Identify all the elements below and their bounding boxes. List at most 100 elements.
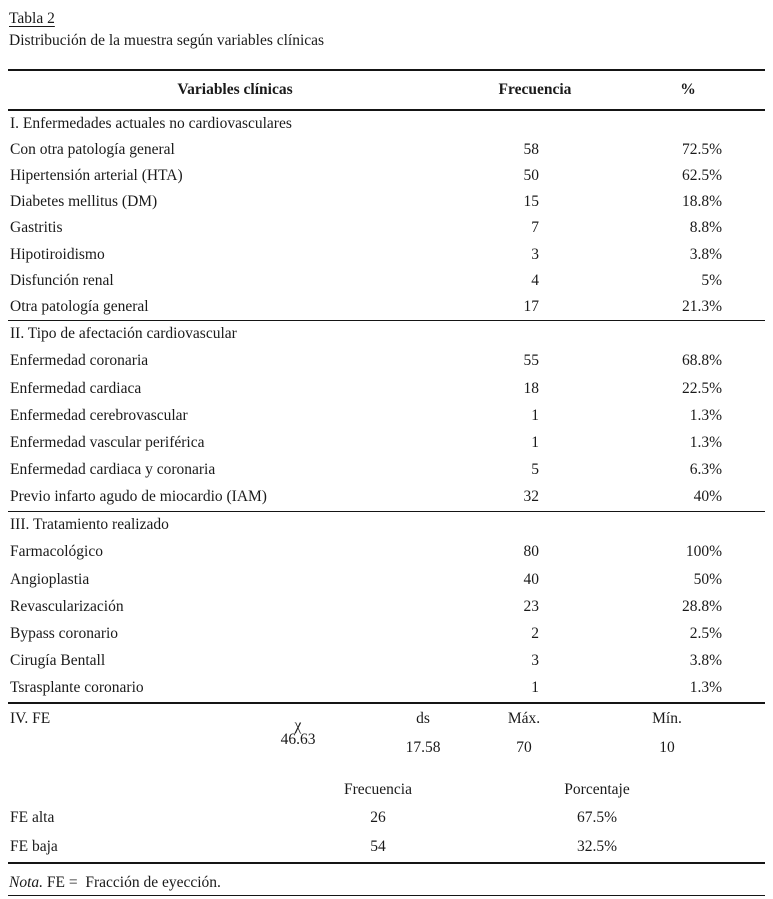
note-prefix: Nota. xyxy=(9,873,44,891)
row-label: Enfermedad vascular periférica xyxy=(10,433,205,451)
row-label: Disfunción renal xyxy=(10,271,114,289)
table-row: Otra patología general 17 21.3% xyxy=(8,294,765,320)
section-iv-title: IV. FE xyxy=(10,709,51,727)
table-row: Revascularización 23 28.8% xyxy=(8,593,765,620)
row-frequency: 7 xyxy=(531,219,539,237)
section-iv-stats-value-row: 46.63 17.58 70 10 xyxy=(8,731,765,762)
table-row: Previo infarto agudo de miocardio (IAM) 3… xyxy=(8,484,765,511)
table-row: Bypass coronario 2 2.5% xyxy=(8,620,765,647)
row-label: Revascularización xyxy=(10,597,124,615)
row-percent: 21.3% xyxy=(681,297,722,315)
fe-row-percent: 32.5% xyxy=(576,838,618,856)
table-row: Farmacológico 80 100% xyxy=(8,539,765,566)
row-label: Cirugía Bentall xyxy=(10,652,106,669)
fe-table-row: FE baja 54 32.5% xyxy=(8,833,765,862)
section-title-row: II. Tipo de afectación cardiovascular xyxy=(8,321,765,348)
row-percent: 3.8% xyxy=(689,245,722,263)
table-rule-top xyxy=(8,69,765,71)
table-sections: I. Enfermedades actuales no cardiovascul… xyxy=(0,111,773,704)
row-label: Hipotiroidismo xyxy=(10,245,105,263)
row-frequency: 1 xyxy=(531,406,539,424)
fe-header-porcentaje: Porcentaje xyxy=(564,780,630,798)
fe-row-label: FE alta xyxy=(10,809,55,827)
row-label: Con otra patología general xyxy=(10,141,175,159)
row-label: Otra patología general xyxy=(10,297,149,315)
table-row: Enfermedad cardiaca 18 22.5% xyxy=(8,375,765,402)
note-text: FE = Fracción de eyección. xyxy=(43,873,221,891)
section-title: I. Enfermedades actuales no cardiovascul… xyxy=(10,115,292,133)
row-label: Bypass coronario xyxy=(10,624,119,642)
header-variables: Variables clínicas xyxy=(177,81,293,98)
row-percent: 2.5% xyxy=(689,624,722,642)
fe-row-frequency: 54 xyxy=(370,838,386,856)
row-label: Enfermedad cerebrovascular xyxy=(10,406,188,424)
table-header-row: Variables clínicas Frecuencia % xyxy=(8,71,765,109)
table-row: Enfermedad cerebrovascular 1 1.3% xyxy=(8,402,765,429)
fe-row-label: FE baja xyxy=(10,838,58,856)
section-iv-fe: IV. FE χ ds Máx. Mín. 46.63 17.58 70 10 … xyxy=(8,704,765,862)
row-label: Gastritis xyxy=(10,219,63,237)
row-percent: 28.8% xyxy=(681,597,722,615)
row-percent: 1.3% xyxy=(689,679,722,697)
table-title: Tabla 2 xyxy=(9,10,55,27)
table-row: Disfunción renal 4 5% xyxy=(8,268,765,294)
row-label: Angioplastia xyxy=(10,570,90,588)
header-percent: % xyxy=(680,81,696,98)
table-rule-header xyxy=(8,109,765,111)
row-label: Enfermedad cardiaca y coronaria xyxy=(10,461,216,479)
section-title: II. Tipo de afectación cardiovascular xyxy=(10,325,237,343)
table-row: Hipertensión arterial (HTA) 50 62.5% xyxy=(8,163,765,189)
table-subtitle: Distribución de la muestra según variabl… xyxy=(9,32,325,49)
table-section: I. Enfermedades actuales no cardiovascul… xyxy=(8,111,765,321)
stat-max-label: Máx. xyxy=(507,709,541,727)
section-title-row: III. Tratamiento realizado xyxy=(8,512,765,539)
row-percent: 72.5% xyxy=(681,141,722,159)
fe-row-percent: 67.5% xyxy=(576,809,618,827)
row-frequency: 40 xyxy=(523,570,540,588)
table-rule-bottom xyxy=(8,861,765,864)
fe-row-frequency: 26 xyxy=(370,809,386,827)
clinical-variables-table: Variables clínicas Frecuencia % I. Enfer… xyxy=(0,69,773,864)
table-row: Cirugía Bentall 3 3.8% xyxy=(8,647,765,674)
row-frequency: 3 xyxy=(531,652,539,669)
section-iv-stats-header-row: IV. FE χ ds Máx. Mín. xyxy=(8,704,765,734)
row-frequency: 15 xyxy=(523,193,540,211)
row-label: Enfermedad coronaria xyxy=(10,352,149,370)
table-row: Angioplastia 40 50% xyxy=(8,566,765,593)
fe-header-frecuencia: Frecuencia xyxy=(344,780,412,798)
row-label: Hipertensión arterial (HTA) xyxy=(10,167,183,185)
fe-table-row: FE alta 26 67.5% xyxy=(8,804,765,833)
row-label: Farmacológico xyxy=(10,543,103,561)
table-row: Enfermedad coronaria 55 68.8% xyxy=(8,348,765,375)
table-row: Tsrasplante coronario 1 1.3% xyxy=(8,675,765,702)
table-row: Gastritis 7 8.8% xyxy=(8,215,765,241)
row-label: Tsrasplante coronario xyxy=(10,679,144,697)
fe-subtable-header-row: Frecuencia Porcentaje xyxy=(8,776,765,804)
row-percent: 3.8% xyxy=(689,652,722,669)
section-title-row: I. Enfermedades actuales no cardiovascul… xyxy=(8,111,765,137)
table-row: Enfermedad cardiaca y coronaria 5 6.3% xyxy=(8,456,765,483)
row-percent: 50% xyxy=(693,570,722,588)
page-bottom-rule xyxy=(8,894,765,896)
row-percent: 8.8% xyxy=(689,219,722,237)
stat-chi-value: 46.63 xyxy=(280,730,316,748)
table-section: III. Tratamiento realizado Farmacológico 8… xyxy=(8,512,765,704)
fe-subtable-rows: FE alta 26 67.5% FE baja 54 32.5% xyxy=(8,804,765,862)
table-row: Con otra patología general 58 72.5% xyxy=(8,137,765,163)
row-frequency: 4 xyxy=(531,271,539,289)
row-percent: 22.5% xyxy=(681,379,722,397)
stat-max-value: 70 xyxy=(516,738,532,756)
row-label: Previo infarto agudo de miocardio (IAM) xyxy=(10,488,267,506)
row-label: Diabetes mellitus (DM) xyxy=(10,193,158,211)
section-title: III. Tratamiento realizado xyxy=(10,516,169,534)
row-frequency: 18 xyxy=(523,379,540,397)
row-percent: 62.5% xyxy=(681,167,722,185)
table-row: Enfermedad vascular periférica 1 1.3% xyxy=(8,429,765,456)
stat-ds-label: ds xyxy=(416,709,430,727)
header-frecuencia: Frecuencia xyxy=(498,81,572,98)
row-percent: 40% xyxy=(693,488,722,506)
row-percent: 6.3% xyxy=(689,461,722,479)
row-percent: 18.8% xyxy=(681,193,722,211)
stat-min-label: Mín. xyxy=(652,709,682,727)
row-frequency: 17 xyxy=(523,297,540,315)
